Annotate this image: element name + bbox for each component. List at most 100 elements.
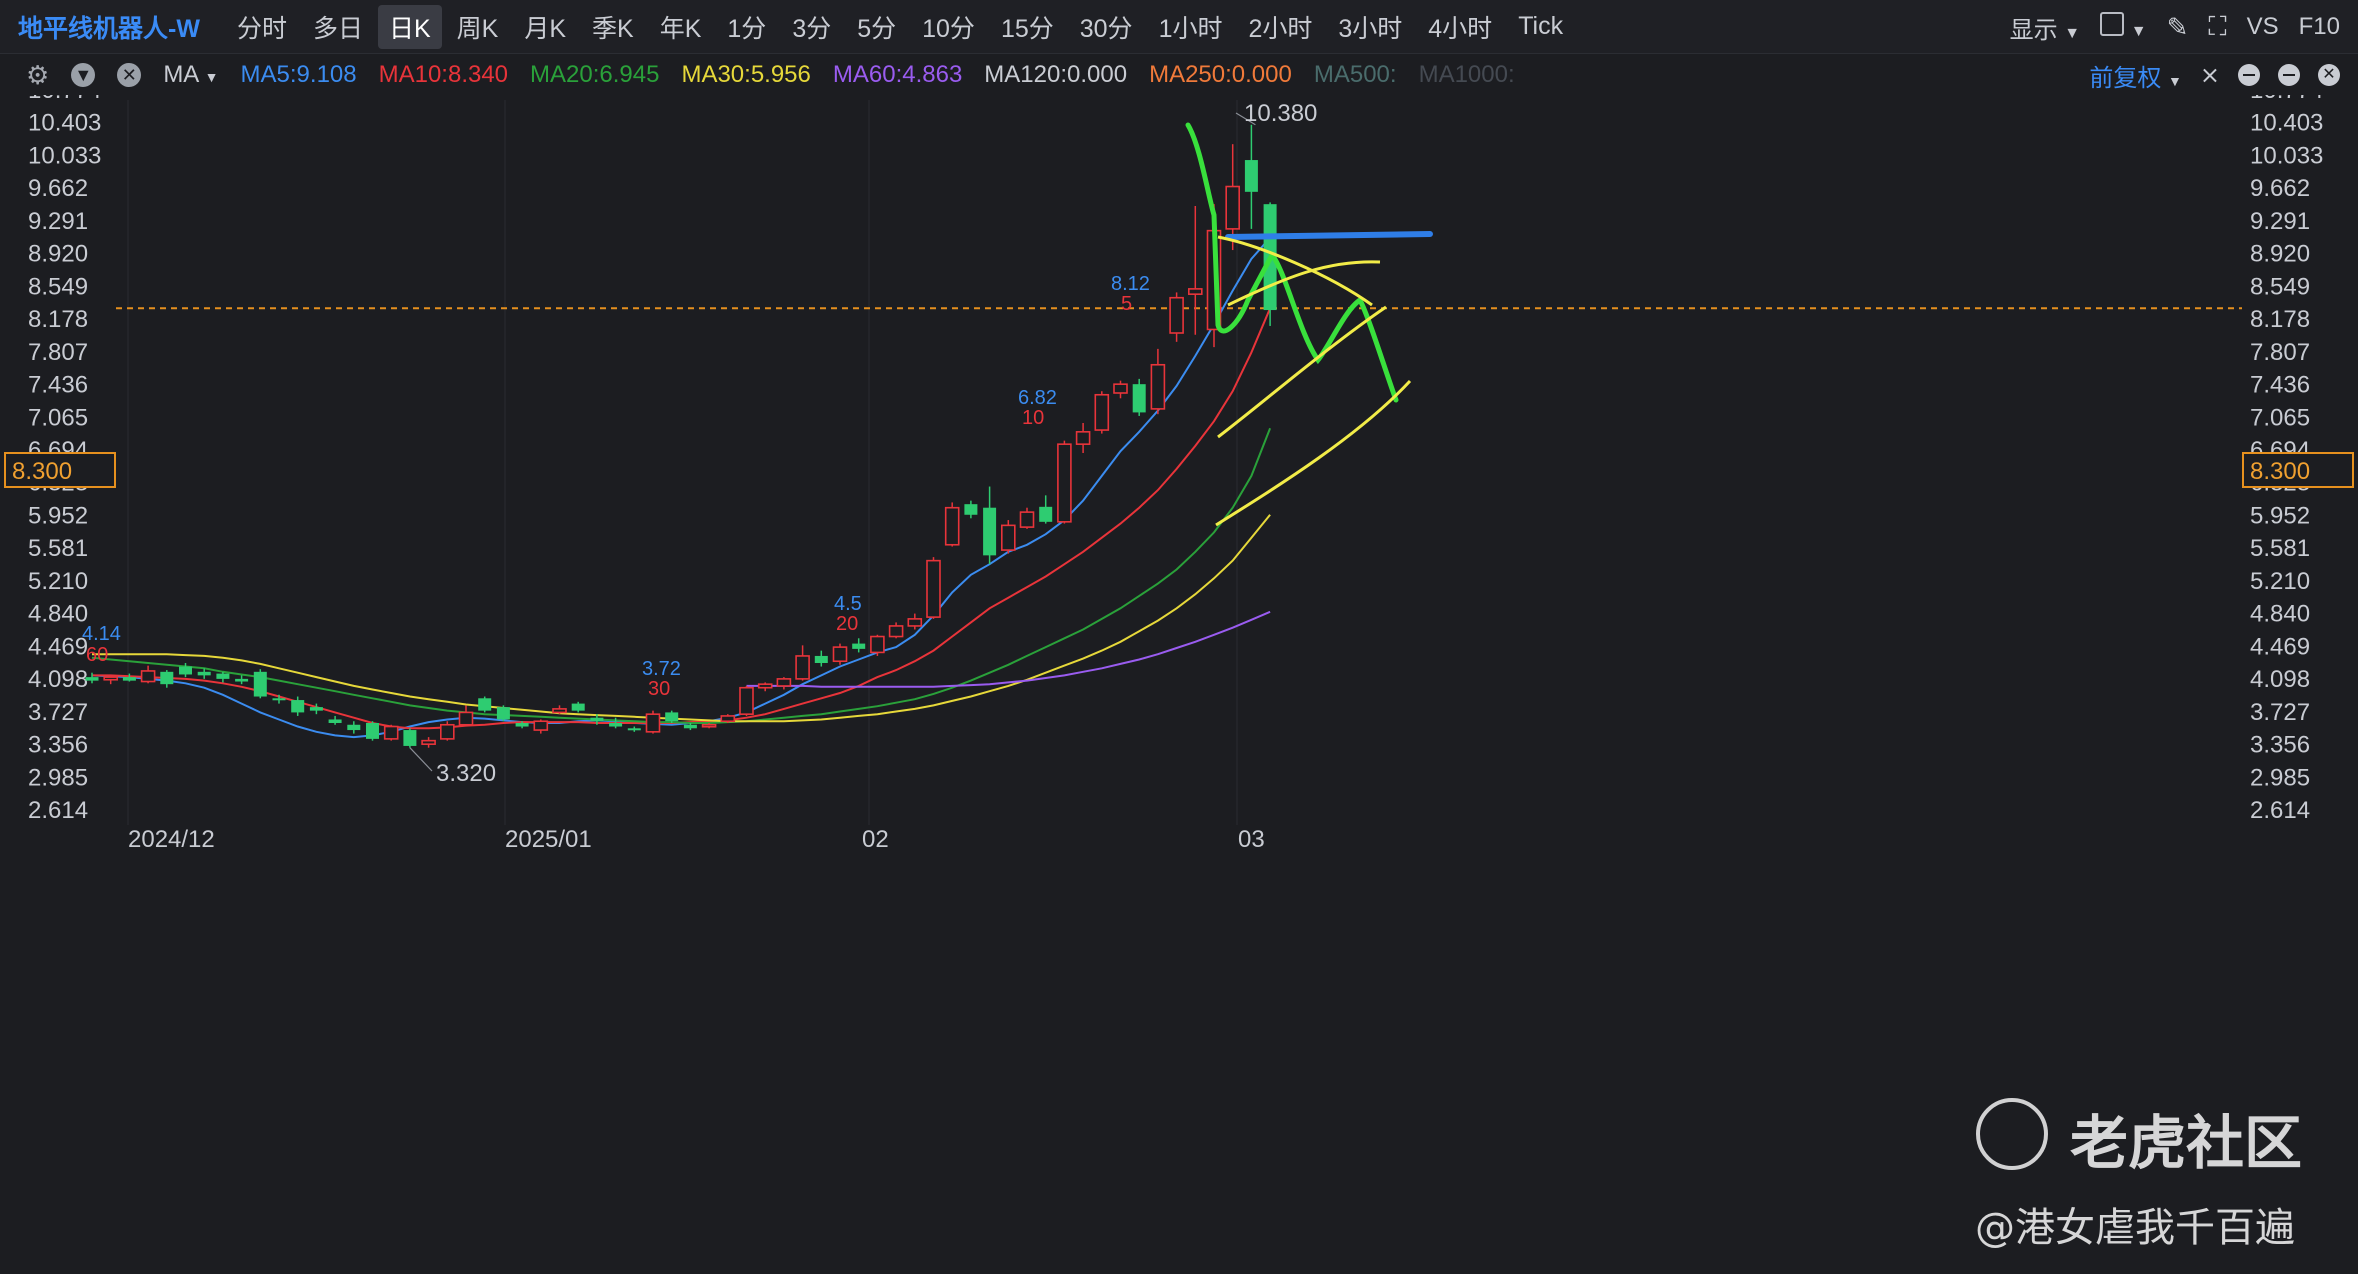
timeframe-tabs: 分时 多日 日K 周K 月K 季K 年K 1分 3分 5分 10分 15分 30分 1小时 2小时 3小时 4小…	[226, 4, 1578, 49]
period-annotation: 5	[1121, 293, 1132, 315]
candle	[291, 696, 305, 716]
timeframe-tab[interactable]: 30分	[1079, 14, 1133, 43]
indicator-type-label: MA	[163, 61, 198, 88]
y-axis-label-left: 5.210	[28, 568, 88, 595]
timeframe-tab[interactable]: 季K	[592, 14, 634, 43]
y-axis-label-right: 5.952	[2250, 502, 2310, 529]
timeframe-tab[interactable]: 2小时	[1248, 14, 1313, 43]
ma-indicator-label[interactable]: MA20:6.945	[530, 61, 659, 89]
candle-body	[421, 739, 436, 745]
timeframe-tab[interactable]: 周K	[456, 14, 499, 43]
timeframe-tab[interactable]: 15分	[1000, 14, 1054, 43]
y-axis-label-right: 7.436	[2250, 372, 2310, 399]
f10-button[interactable]: F10	[2298, 13, 2340, 40]
vs-button[interactable]: VS	[2246, 13, 2279, 40]
ma-line-ma20	[91, 427, 1272, 724]
timeframe-tab[interactable]: 3小时	[1338, 14, 1403, 43]
y-axis-label-left: 8.549	[28, 273, 88, 300]
candle-body	[944, 506, 960, 546]
candle-body	[888, 625, 904, 638]
candle	[645, 710, 661, 734]
candle-body	[1225, 185, 1240, 230]
candle-body	[533, 720, 549, 731]
candle	[272, 694, 286, 704]
candle	[122, 673, 136, 682]
timeframe-tab[interactable]: 年K	[659, 14, 702, 43]
candle	[439, 721, 455, 741]
drawn-resistance-line	[1225, 231, 1433, 240]
close-panel-icon[interactable]: ✕	[2318, 64, 2340, 86]
collapse-down-icon[interactable]: ▼	[71, 63, 96, 87]
ma-indicator-label[interactable]: MA250:0.000	[1149, 61, 1292, 89]
candle	[683, 723, 697, 731]
chevron-down-icon: ▼	[2168, 72, 2182, 89]
period-annotation: 4.5	[834, 593, 862, 615]
y-axis-label-right: 5.581	[2250, 535, 2310, 562]
candle-body	[795, 655, 810, 680]
timeframe-tab[interactable]: 4小时	[1428, 14, 1493, 43]
x-axis-label: 2025/01	[505, 826, 592, 853]
timeframe-tab[interactable]: 日K	[377, 4, 442, 49]
candle	[739, 685, 754, 716]
ma-indicator-label[interactable]: MA120:0.000	[984, 61, 1127, 89]
timeframe-tab[interactable]: 5分	[857, 14, 897, 43]
timeframe-tab[interactable]: 3分	[792, 14, 832, 43]
candle-body	[1094, 393, 1110, 431]
y-axis-label-left: 10.033	[28, 142, 101, 169]
candle-body	[1169, 296, 1184, 334]
ma-indicator-label[interactable]: MA500:	[1314, 61, 1397, 89]
period-annotation: 20	[836, 613, 858, 635]
y-axis-label-right: 10.774	[2250, 95, 2323, 104]
candle	[1169, 292, 1184, 342]
stock-title[interactable]: 地平线机器人-W	[18, 14, 200, 43]
indicator-type-dropdown[interactable]: MA ▼	[163, 61, 218, 89]
draw-pen-icon[interactable]: ✎	[2166, 11, 2189, 42]
zoom-out-alt-icon[interactable]	[2278, 64, 2300, 86]
candle-body	[309, 707, 323, 711]
ma-indicator-label[interactable]: MA5:9.108	[241, 61, 357, 89]
candle	[366, 721, 379, 741]
timeframe-tab[interactable]: 10分	[922, 14, 975, 43]
timeframe-tab[interactable]: 分时	[236, 14, 287, 43]
candle	[907, 613, 923, 630]
candle	[515, 721, 529, 729]
ma-indicator-label[interactable]: MA10:8.340	[379, 61, 508, 89]
ma-indicator-label[interactable]: MA30:5.956	[681, 61, 810, 89]
y-axis-label-left: 7.436	[28, 372, 88, 399]
ma-indicator-text: MA30:5.956	[681, 61, 811, 88]
candle	[552, 705, 567, 715]
adjust-dropdown[interactable]: 前复权 ▼	[2089, 58, 2182, 93]
display-dropdown[interactable]: 显示 ▼	[2010, 10, 2081, 45]
ma-indicator-label[interactable]: MA1000:	[1419, 61, 1515, 89]
candle-body	[347, 724, 361, 731]
ma-indicator-label[interactable]: MA60:4.863	[833, 61, 962, 89]
indicator-settings-icon[interactable]: ⨯	[2199, 61, 2220, 89]
close-icon[interactable]: ✕	[117, 63, 142, 87]
timeframe-tab[interactable]: 月K	[524, 14, 567, 43]
fullscreen-icon[interactable]: ⛶	[2208, 11, 2227, 41]
candle-body	[496, 707, 510, 720]
candle	[1075, 423, 1091, 453]
gear-icon[interactable]: ⚙	[26, 59, 50, 90]
y-axis-label-right: 2.614	[2250, 797, 2310, 824]
zoom-out-icon[interactable]	[2238, 64, 2260, 86]
x-axis-label: 02	[862, 826, 889, 853]
candle	[1150, 348, 1166, 415]
candle	[1039, 495, 1053, 524]
y-axis-label-right: 10.403	[2250, 110, 2323, 137]
candle-body	[478, 698, 492, 711]
drawn-support-lower	[1215, 379, 1412, 527]
timeframe-tab[interactable]: 多日	[312, 14, 363, 43]
candle-body	[776, 678, 792, 687]
chevron-down-icon: ▼	[2064, 24, 2081, 42]
layout-dropdown[interactable]: ▼	[2100, 11, 2147, 43]
y-axis-label-left: 9.291	[28, 208, 88, 235]
y-axis-label-left: 4.098	[28, 666, 88, 693]
timeframe-tab[interactable]: Tick	[1518, 12, 1564, 40]
kline-chart[interactable]: 10.774 10.774 10.403 10.403 10.033 10.033 9.66…	[0, 95, 2358, 1274]
timeframe-tab[interactable]: 1分	[727, 14, 767, 43]
candle	[160, 670, 174, 688]
timeframe-tab[interactable]: 1小时	[1158, 14, 1223, 43]
y-axis-label-left: 2.985	[28, 764, 88, 791]
candle-body	[140, 670, 156, 683]
